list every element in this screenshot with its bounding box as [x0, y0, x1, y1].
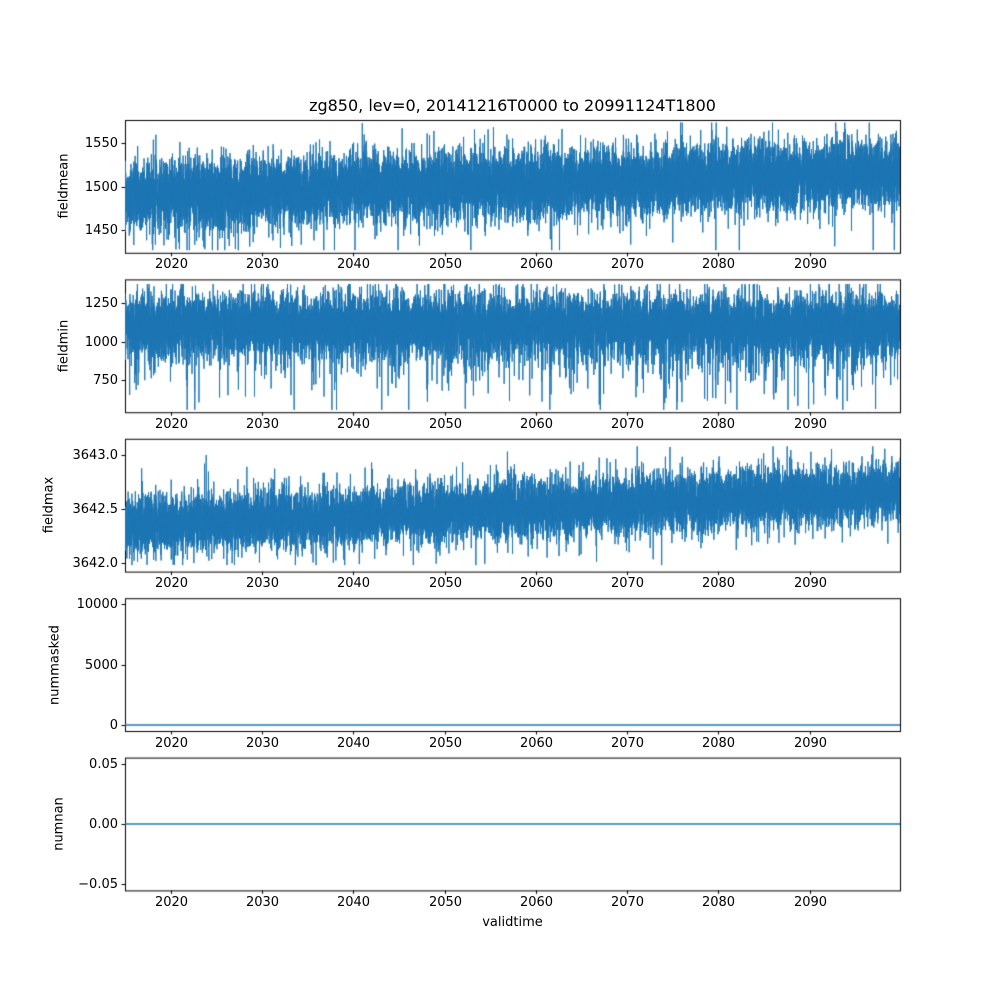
x-tick-label: 2020 [154, 735, 189, 751]
x-tick-label: 2050 [428, 894, 463, 910]
x-axis-label: validtime [482, 915, 543, 930]
y-tick-label: 3642.5 [72, 501, 119, 517]
x-tick-label: 2020 [154, 416, 189, 432]
x-tick-label: 2070 [610, 257, 645, 273]
y-tick-label: 0.05 [89, 756, 118, 772]
x-tick-label: 2070 [610, 416, 645, 432]
y-tick-label: 3642.0 [72, 555, 119, 571]
x-tick-label: 2090 [793, 257, 828, 273]
x-tick-label: 2070 [610, 735, 645, 751]
y-tick-label: 1250 [84, 295, 118, 311]
x-tick-label: 2080 [701, 257, 736, 273]
y-tick-label: 1450 [84, 222, 118, 238]
y-axis-label-fieldmin: fieldmin [56, 319, 72, 373]
y-tick-label: 1500 [84, 179, 118, 195]
x-tick-label: 2030 [245, 416, 280, 432]
y-tick-label: 5000 [84, 657, 118, 673]
x-tick-label: 2050 [428, 735, 463, 751]
x-tick-label: 2050 [428, 416, 463, 432]
x-tick-label: 2030 [245, 576, 280, 592]
x-tick-label: 2040 [336, 257, 371, 273]
x-tick-label: 2090 [793, 894, 828, 910]
x-tick-label: 2020 [154, 257, 189, 273]
x-tick-label: 2040 [336, 894, 371, 910]
chart-title: zg850, lev=0, 20141216T0000 to 20991124T… [309, 96, 716, 115]
y-axis-label-numnan: numnan [51, 797, 67, 851]
x-tick-label: 2030 [245, 257, 280, 273]
y-tick-label: 0.00 [89, 816, 118, 832]
y-tick-label: −0.05 [78, 876, 118, 892]
x-tick-label: 2050 [428, 576, 463, 592]
x-tick-label: 2040 [336, 735, 371, 751]
y-tick-label: 10000 [76, 596, 118, 612]
x-tick-label: 2060 [519, 257, 554, 273]
x-tick-label: 2060 [519, 416, 554, 432]
x-tick-label: 2070 [610, 576, 645, 592]
x-tick-label: 2020 [154, 894, 189, 910]
x-tick-label: 2030 [245, 894, 280, 910]
y-tick-label: 0 [109, 717, 118, 733]
x-tick-label: 2080 [701, 416, 736, 432]
x-tick-label: 2070 [610, 894, 645, 910]
x-tick-label: 2040 [336, 416, 371, 432]
x-tick-label: 2060 [519, 894, 554, 910]
x-tick-label: 2080 [701, 576, 736, 592]
y-axis-label-fieldmax: fieldmax [41, 476, 57, 534]
x-tick-label: 2020 [154, 576, 189, 592]
y-axis-label-nummasked: nummasked [47, 625, 63, 705]
x-tick-label: 2060 [519, 576, 554, 592]
y-axis-label-fieldmean: fieldmean [56, 153, 72, 219]
x-tick-label: 2090 [793, 576, 828, 592]
x-tick-label: 2060 [519, 735, 554, 751]
x-tick-label: 2040 [336, 576, 371, 592]
x-tick-label: 2080 [701, 894, 736, 910]
x-tick-label: 2080 [701, 735, 736, 751]
y-tick-label: 1550 [84, 135, 118, 151]
x-tick-label: 2090 [793, 735, 828, 751]
y-tick-label: 750 [93, 372, 118, 388]
x-tick-label: 2090 [793, 416, 828, 432]
x-tick-label: 2030 [245, 735, 280, 751]
y-tick-label: 1000 [84, 334, 118, 350]
x-tick-label: 2050 [428, 257, 463, 273]
y-tick-label: 3643.0 [72, 447, 119, 463]
